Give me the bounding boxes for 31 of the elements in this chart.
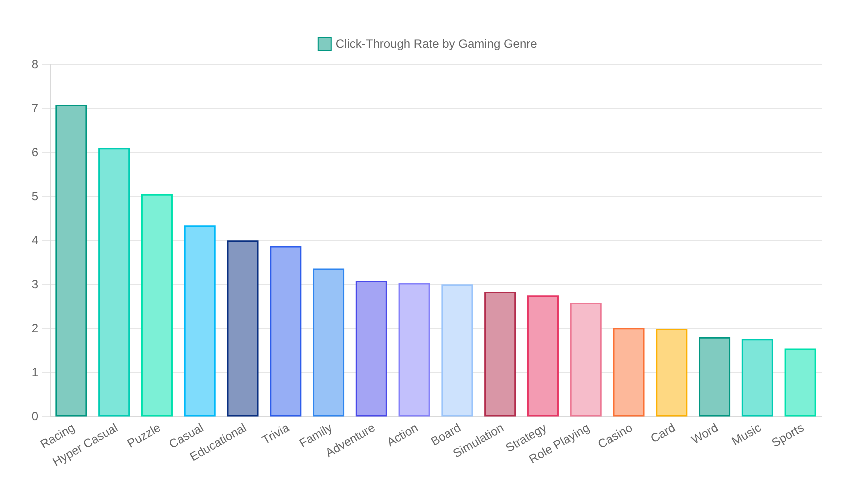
y-tick-label: 3: [32, 278, 39, 292]
bar: [270, 246, 302, 417]
y-tick-label: 8: [32, 58, 39, 72]
bar: [227, 240, 259, 417]
y-tick-label: 1: [32, 366, 39, 380]
bar: [141, 194, 173, 417]
bar: [356, 281, 388, 417]
bar: [527, 296, 559, 417]
legend-label: Click-Through Rate by Gaming Genre: [336, 37, 538, 51]
y-tick-label: 5: [32, 190, 39, 204]
y-tick-label: 4: [32, 234, 39, 248]
bar: [699, 337, 731, 417]
x-tick-label: Trivia: [260, 420, 292, 448]
x-tick-label: Card: [648, 420, 678, 446]
x-tick-label: Music: [730, 420, 764, 449]
bar: [784, 348, 816, 417]
bar: [442, 284, 474, 417]
y-tick-label: 0: [32, 410, 39, 424]
bar: [184, 226, 216, 417]
bar: [484, 292, 516, 417]
bar: [313, 268, 345, 417]
y-tick-label: 2: [32, 322, 39, 336]
bar: [656, 329, 688, 417]
bar: [56, 105, 88, 417]
bar: [98, 148, 130, 417]
bar: [398, 283, 430, 417]
bar: [570, 303, 602, 417]
y-tick-label: 6: [32, 146, 39, 160]
bar: [613, 328, 645, 417]
y-tick-label: 7: [32, 102, 39, 116]
bar: [742, 339, 774, 417]
